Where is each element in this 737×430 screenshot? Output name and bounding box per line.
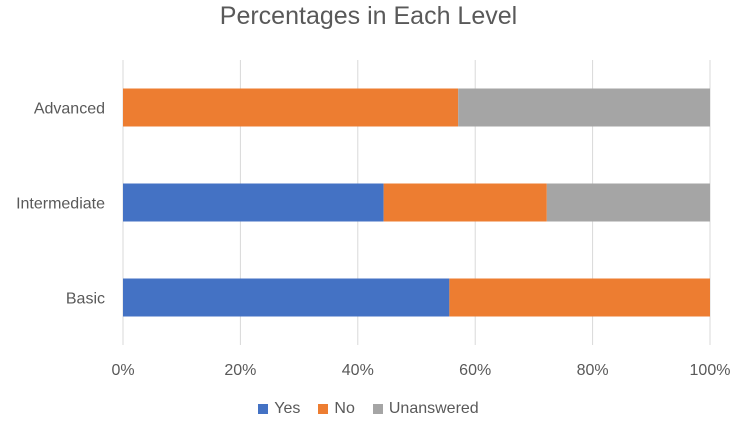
x-tick-label: 80% <box>577 362 609 379</box>
bar-no-basic <box>449 278 710 317</box>
category-label: Basic <box>66 291 105 308</box>
x-tick-label: 60% <box>459 362 491 379</box>
bar-unanswered-intermediate <box>546 183 710 222</box>
bar-yes-intermediate <box>123 183 384 222</box>
bar-no-advanced <box>123 88 459 127</box>
category-label: Intermediate <box>16 196 105 213</box>
legend-label: Yes <box>274 400 301 417</box>
legend-swatch <box>258 404 269 414</box>
x-tick-label: 20% <box>224 362 256 379</box>
legend-item: Unanswered <box>372 400 479 418</box>
legend-label: No <box>334 400 355 417</box>
chart-legend: Yes No Unanswered <box>0 400 737 418</box>
x-tick-label: 40% <box>342 362 374 379</box>
bar-unanswered-advanced <box>458 88 710 127</box>
chart-title: Percentages in Each Level <box>219 2 518 30</box>
bars <box>123 88 710 317</box>
bar-no-intermediate <box>383 183 547 222</box>
category-label: Advanced <box>34 101 105 118</box>
legend-item: Yes <box>258 400 300 418</box>
legend-label: Unanswered <box>388 400 479 417</box>
legend-swatch <box>318 404 329 414</box>
x-tick-labels: 0% 20% 40% 60% 80% 100% <box>111 362 730 379</box>
category-labels: Basic Intermediate Advanced <box>16 101 105 308</box>
legend-swatch <box>372 404 383 414</box>
x-tick-label: 0% <box>111 362 134 379</box>
x-tick-label: 100% <box>690 362 731 379</box>
bar-yes-basic <box>123 278 450 317</box>
legend-item: No <box>318 400 355 418</box>
